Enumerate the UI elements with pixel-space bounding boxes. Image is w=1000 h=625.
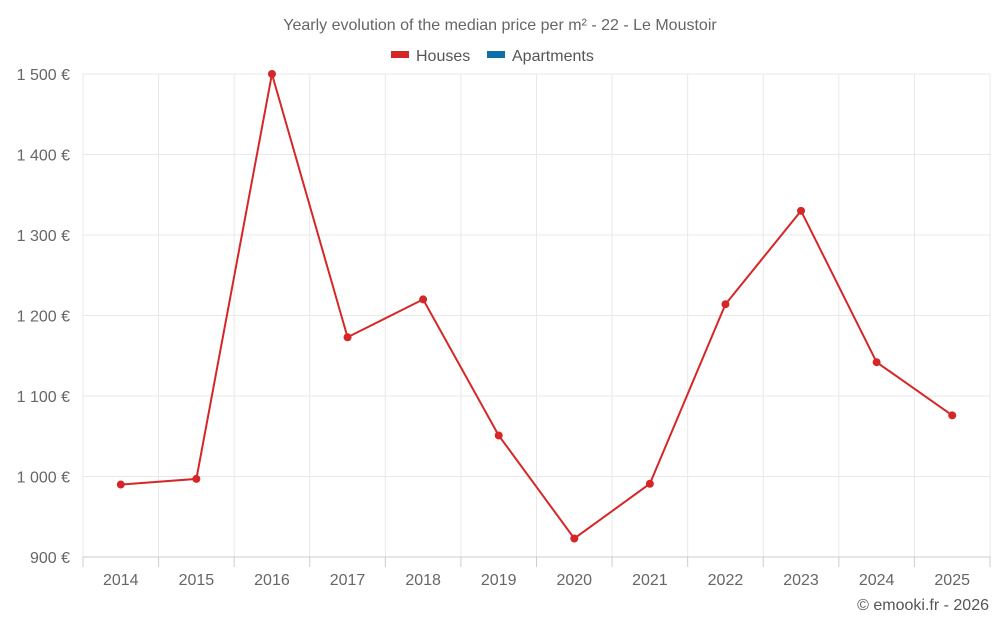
x-tick-label: 2020 [556,572,592,589]
y-tick-label: 1 500 € [17,67,70,84]
data-point-houses[interactable] [116,480,125,489]
data-point-houses[interactable] [267,70,276,78]
x-tick-label: 2016 [254,572,290,589]
data-point-houses[interactable] [494,431,503,440]
x-tick-label: 2019 [481,572,517,589]
data-point-houses[interactable] [645,479,654,488]
data-point-houses[interactable] [797,206,806,215]
x-tick-label: 2023 [783,572,819,589]
y-axis-labels: 900 € 1 000 € 1 100 € 1 200 € 1 300 € 1 400 €… [17,67,70,567]
y-tick-label: 1 200 € [17,309,70,326]
series-group [116,70,957,543]
legend-swatch-apartments [487,51,505,58]
x-tick-label: 2014 [103,572,139,589]
x-tick-marks [82,557,991,567]
legend-swatch-houses [391,51,409,58]
data-point-houses[interactable] [192,474,201,483]
x-tick-label: 2024 [859,572,895,589]
y-tick-label: 1 300 € [17,228,70,245]
x-tick-label: 2021 [632,572,668,589]
x-axis-labels: 2014 2015 2016 2017 2018 2019 2020 2021 2022 2023… [103,572,970,589]
legend-label-houses[interactable]: Houses [416,48,470,65]
x-tick-label: 2022 [708,572,744,589]
data-point-houses[interactable] [419,295,428,304]
chart-title: Yearly evolution of the median price per… [283,17,717,34]
x-tick-label: 2015 [179,572,215,589]
x-tick-label: 2017 [330,572,366,589]
data-point-houses[interactable] [872,358,881,367]
credit-text: © emooki.fr - 2026 [857,597,989,614]
data-point-houses[interactable] [721,300,730,309]
x-tick-label: 2018 [405,572,441,589]
data-point-houses[interactable] [343,333,352,342]
x-gridlines [82,74,991,557]
legend: Houses Apartments [391,48,594,65]
y-tick-label: 1 000 € [17,470,70,487]
y-tick-label: 1 100 € [17,389,70,406]
y-tick-label: 900 € [30,550,70,567]
data-point-houses[interactable] [570,534,579,543]
x-tick-label: 2025 [934,572,970,589]
series-line-houses [120,73,953,540]
data-point-houses[interactable] [948,411,957,420]
y-tick-label: 1 400 € [17,148,70,165]
legend-label-apartments[interactable]: Apartments [512,48,594,65]
